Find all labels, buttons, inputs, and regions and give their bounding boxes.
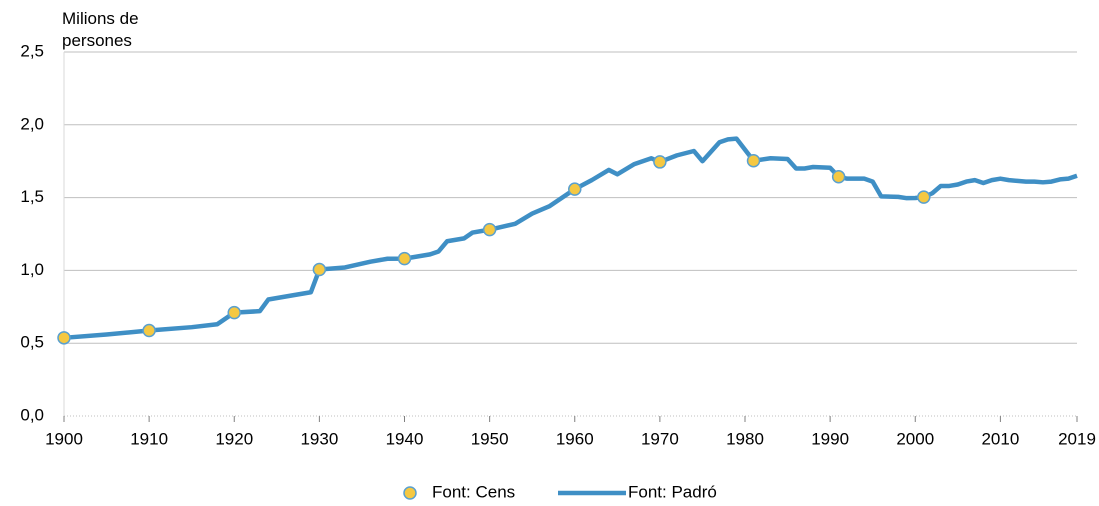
data-point [653, 155, 667, 169]
y-tick-label: 1,0 [20, 260, 44, 279]
x-tick-label: 2019 [1058, 429, 1096, 448]
legend-label: Font: Cens [432, 482, 515, 501]
x-tick-label: 1900 [45, 429, 83, 448]
data-point [568, 182, 582, 196]
x-tick-label: 1990 [811, 429, 849, 448]
data-point [482, 222, 497, 237]
x-tick-label: 1950 [471, 429, 509, 448]
data-point [746, 154, 761, 168]
legend-marker [403, 486, 417, 500]
x-tick-label: 2000 [896, 429, 934, 448]
data-point [397, 251, 412, 266]
x-tick-label: 2010 [981, 429, 1019, 448]
data-point [227, 305, 242, 320]
x-tick-label: 1940 [386, 429, 424, 448]
x-tick-label: 1980 [726, 429, 764, 448]
legend-label: Font: Padró [628, 482, 717, 501]
data-point [917, 190, 931, 204]
y-axis-label: Milions de persones [62, 9, 139, 50]
y-tick-label: 1,5 [20, 187, 44, 206]
x-tick-label: 1930 [300, 429, 338, 448]
x-tick-label: 1960 [556, 429, 594, 448]
y-tick-label: 2,5 [20, 41, 44, 60]
data-line [63, 136, 1078, 341]
data-point [142, 323, 156, 338]
y-tick-label: 0,0 [20, 405, 44, 424]
x-tick-label: 1910 [130, 429, 168, 448]
y-tick-label: 0,5 [20, 333, 44, 352]
x-tick-label: 1970 [641, 429, 679, 448]
y-tick-label: 2,0 [20, 114, 44, 133]
data-point [312, 262, 327, 277]
data-point [57, 331, 71, 345]
x-tick-label: 1920 [215, 429, 253, 448]
data-point [831, 170, 846, 184]
